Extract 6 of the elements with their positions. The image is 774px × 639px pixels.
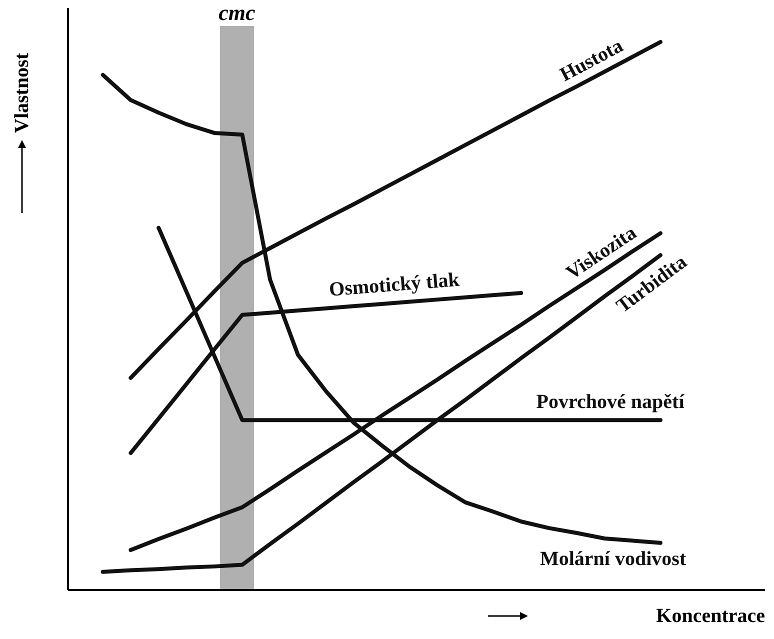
- series-label: Osmotický tlak: [328, 268, 461, 301]
- y-axis-title: Vlastnost: [11, 52, 33, 133]
- series-label: Molární vodivost: [540, 548, 686, 570]
- series-label: Povrchové napětí: [536, 391, 685, 414]
- text: cmc: [218, 0, 256, 25]
- x-axis-title: Koncentrace: [656, 605, 766, 627]
